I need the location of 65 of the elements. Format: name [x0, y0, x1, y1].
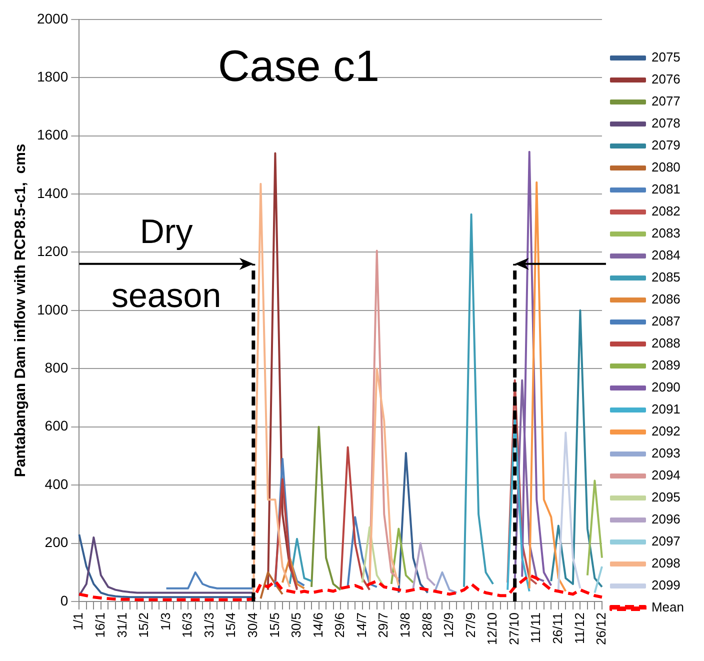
y-tick-label: 2000: [36, 10, 68, 26]
x-tick-label: 13/8: [397, 612, 412, 638]
x-tick-label: 12/9: [441, 612, 456, 638]
legend-label: 2075: [651, 50, 680, 65]
y-tick-label: 600: [44, 418, 68, 434]
legend-label: 2079: [651, 138, 680, 153]
y-tick-label: 1000: [36, 301, 68, 318]
x-tick-label: 29/7: [376, 612, 391, 638]
y-tick-label: 1400: [36, 184, 68, 201]
legend-label: 2084: [651, 248, 680, 263]
x-tick-label: 15/5: [266, 612, 282, 638]
legend-label: 2098: [651, 556, 680, 571]
legend-label: 2092: [651, 424, 680, 439]
y-tick-label: 1800: [36, 68, 68, 84]
legend-label: 2076: [651, 72, 680, 87]
legend-label: 2081: [651, 182, 680, 197]
y-axis-title: Pantabangan Dam inflow with RCP8.5-c1, cms: [12, 144, 30, 478]
x-tick-label: 1/1: [70, 612, 86, 631]
legend-label: 2087: [651, 314, 680, 329]
x-tick-label: 15/4: [223, 612, 238, 638]
x-tick-label: 1/3: [158, 612, 173, 631]
x-tick-label: 27/10: [506, 612, 522, 646]
legend-label: 2099: [651, 578, 680, 593]
legend-label: 2086: [651, 292, 680, 307]
legend-label: 2089: [651, 358, 680, 373]
annotation: Dry season: [111, 213, 222, 316]
y-tick-label: 1600: [36, 126, 68, 143]
x-tick-label: 30/4: [245, 612, 260, 638]
legend-label: 2088: [651, 336, 680, 351]
legend-label: 2078: [651, 116, 680, 131]
y-tick-label: 1200: [36, 243, 68, 260]
legend-label: 2093: [651, 446, 680, 461]
x-tick-label: 14/6: [310, 612, 326, 638]
legend-label: 2091: [651, 402, 680, 417]
x-tick-label: 11/12: [572, 612, 587, 644]
legend-label: 2082: [651, 204, 680, 219]
y-tick-label: 0: [60, 592, 68, 608]
x-tick-label: 26/11: [550, 612, 565, 644]
x-tick-label: 26/12: [594, 612, 609, 646]
y-tick-label: 400: [44, 476, 68, 492]
y-tick-label: 200: [44, 534, 68, 550]
legend-label: 2097: [651, 534, 680, 549]
x-tick-label: 16/1: [92, 612, 108, 638]
x-tick-label: 27/9: [462, 612, 478, 638]
x-tick-label: 12/10: [484, 612, 500, 646]
x-tick-label: 31/1: [114, 612, 130, 638]
legend-label: 2090: [651, 380, 680, 395]
annotation: Case c1: [218, 42, 380, 92]
x-tick-label: 15/2: [136, 612, 152, 638]
legend-label: 2080: [651, 160, 680, 175]
x-tick-label: 16/3: [180, 612, 195, 638]
legend-label: Mean: [651, 600, 684, 615]
x-tick-label: 11/11: [528, 612, 544, 644]
legend-label: 2077: [651, 94, 680, 109]
x-tick-label: 31/3: [201, 612, 216, 638]
x-tick-label: 28/8: [419, 612, 434, 638]
legend-label: 2095: [651, 490, 680, 505]
legend-label: 2085: [651, 270, 680, 285]
legend-label: 2094: [651, 468, 680, 483]
x-tick-label: 29/6: [332, 612, 348, 638]
legend-label: 2083: [651, 226, 680, 241]
x-tick-label: 30/5: [288, 612, 304, 638]
x-tick-label: 14/7: [354, 612, 369, 638]
y-tick-label: 800: [44, 360, 68, 376]
legend-label: 2096: [651, 512, 680, 527]
